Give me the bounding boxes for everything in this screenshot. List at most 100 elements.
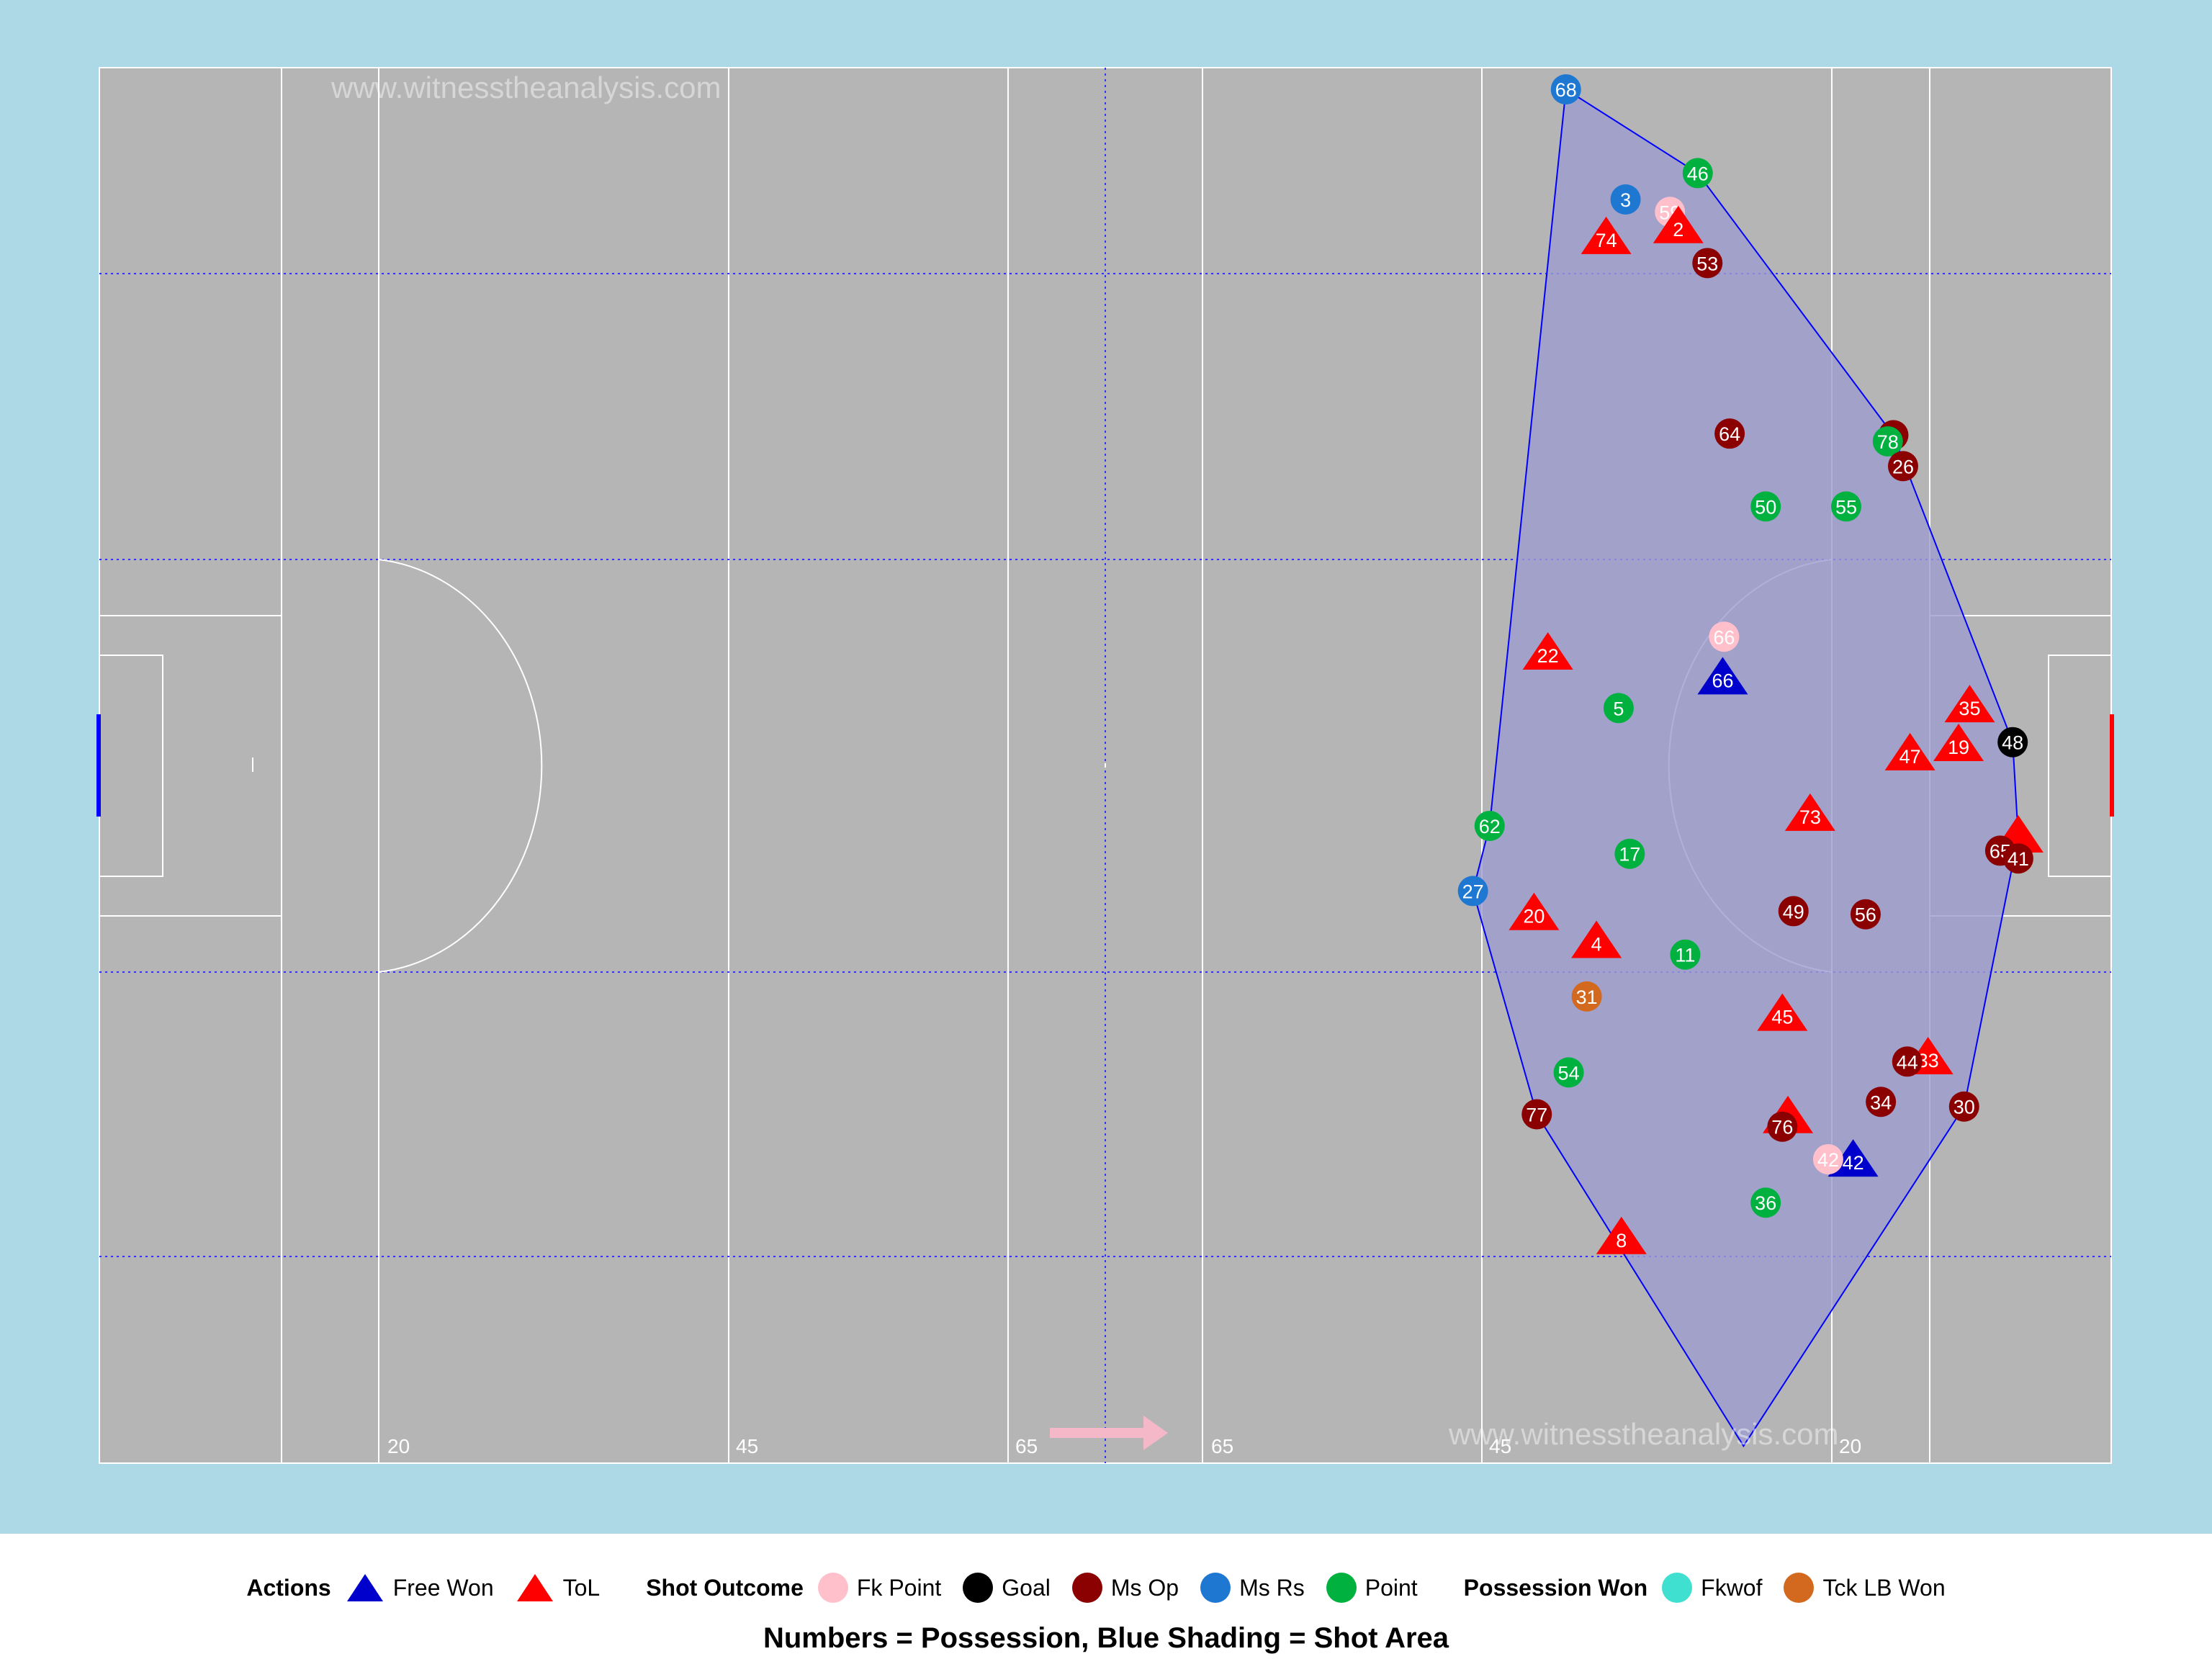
legend-item-fk-point: Fk Point [817, 1571, 941, 1604]
data-point: 19 [1933, 724, 1984, 762]
point-label: 34 [1870, 1092, 1892, 1113]
data-point: 66 [1709, 621, 1740, 652]
circle-marker [1670, 939, 1701, 970]
point-label: 73 [1799, 806, 1821, 828]
point-label: 26 [1892, 456, 1914, 477]
data-point: 22 [1522, 631, 1573, 670]
data-point: 20 [1509, 892, 1560, 930]
data-point: 56 [1850, 899, 1881, 930]
triangle-marker [1653, 205, 1704, 243]
tck-lb-won-circle-icon [1784, 1573, 1815, 1603]
data-point: 46 [1682, 158, 1713, 189]
data-point: 45 [1757, 993, 1808, 1031]
data-point: 49 [1778, 896, 1809, 927]
data-point: 11 [1670, 939, 1701, 970]
point-label: 50 [1755, 496, 1776, 518]
point-label: 56 [1855, 904, 1876, 926]
legend-label-ms-rs: Ms Rs [1239, 1574, 1305, 1601]
circle-marker [1948, 1091, 1979, 1122]
point-label: 49 [1783, 901, 1804, 922]
legend-label-fk-point: Fk Point [856, 1574, 942, 1601]
data-point: 34 [1866, 1087, 1897, 1118]
point-label: 2 [1673, 219, 1683, 240]
data-point: 41 [2002, 843, 2033, 874]
circle-marker [1610, 184, 1641, 215]
point-label: 17 [1619, 844, 1640, 866]
pitch-distance-label: 20 [387, 1435, 410, 1457]
point-label: 8 [1616, 1230, 1627, 1251]
point-label: 30 [1954, 1097, 1975, 1118]
legend-label-tol: ToL [562, 1574, 601, 1601]
legend-item-tck-lb-won: Tck LB Won [1782, 1571, 1946, 1604]
point-label: 20 [1523, 906, 1545, 927]
data-point: 55 [1830, 491, 1861, 522]
point-label: 42 [1817, 1149, 1839, 1171]
triangle-marker [1581, 216, 1632, 254]
legend-label-goal: Goal [1002, 1574, 1051, 1601]
point-label: 42 [1843, 1152, 1864, 1174]
point-label: 27 [1462, 881, 1484, 902]
point-label: 77 [1526, 1105, 1547, 1126]
data-point: 64 [1714, 418, 1745, 449]
ms-op-circle-icon [1071, 1573, 1102, 1603]
circle-marker [1830, 491, 1861, 522]
circle-marker [2002, 843, 2033, 874]
tol-triangle-icon [516, 1574, 553, 1601]
point-label: 53 [1696, 253, 1718, 274]
triangle-marker [1522, 631, 1573, 670]
circle-marker [1778, 896, 1809, 927]
circle-marker [1474, 810, 1505, 841]
point-label: 3 [1620, 189, 1631, 211]
data-point: 62 [1474, 810, 1505, 841]
legend-item-goal: Goal [961, 1571, 1051, 1604]
circle-marker [1850, 899, 1881, 930]
pitch-distance-label: 65 [1211, 1435, 1233, 1457]
point-label: 31 [1576, 986, 1598, 1008]
point-label: 64 [1719, 423, 1740, 445]
circle-marker [1553, 1057, 1584, 1088]
data-point: 26 [1887, 451, 1918, 482]
left-arc [378, 559, 543, 973]
legend-title-actions: Actions [246, 1574, 331, 1601]
point-label: 55 [1835, 496, 1857, 518]
point-label: 62 [1479, 816, 1501, 837]
triangle-marker [1757, 993, 1808, 1031]
circle-marker [1866, 1087, 1897, 1118]
circle-marker [1892, 1046, 1923, 1077]
data-point: 48 [1997, 727, 2028, 757]
point-label: 41 [2008, 848, 2029, 870]
pitch-distance-label: 45 [736, 1435, 758, 1457]
pitch-distance-label: 65 [1015, 1435, 1038, 1457]
point-label: 36 [1755, 1192, 1776, 1214]
watermark: www.witnesstheanalysis.com [1448, 1417, 1839, 1451]
triangle-marker [1571, 920, 1622, 958]
point-circle-icon [1326, 1573, 1357, 1603]
legend-group-possession-won: Possession Won Fkwof Tck LB Won [1464, 1571, 1966, 1604]
data-point: 53 [1692, 248, 1723, 279]
goal-circle-icon [963, 1573, 994, 1603]
data-point: 5 [1603, 693, 1634, 724]
data-point: 4 [1571, 920, 1622, 958]
point-label: 46 [1687, 163, 1709, 184]
point-label: 74 [1596, 230, 1617, 251]
circle-marker [1457, 876, 1488, 907]
watermark: www.witnesstheanalysis.com [331, 71, 721, 104]
point-label: 35 [1959, 698, 1980, 719]
data-point: 8 [1596, 1216, 1647, 1254]
data-point: 77 [1521, 1099, 1552, 1130]
data-point: 35 [1944, 685, 1995, 723]
triangle-marker [1784, 793, 1835, 831]
data-point: 17 [1614, 838, 1645, 869]
circle-marker [1812, 1143, 1843, 1174]
data-point: 47 [1884, 732, 1936, 770]
data-point: 68 [1550, 74, 1581, 105]
legend-item-tol: ToL [514, 1571, 601, 1604]
data-point: 73 [1784, 793, 1835, 831]
point-label: 22 [1537, 645, 1559, 667]
data-point: 31 [1571, 981, 1602, 1012]
legend-item-ms-op: Ms Op [1071, 1571, 1179, 1604]
legend-label-point: Point [1364, 1574, 1418, 1601]
fk-point-circle-icon [817, 1573, 848, 1603]
